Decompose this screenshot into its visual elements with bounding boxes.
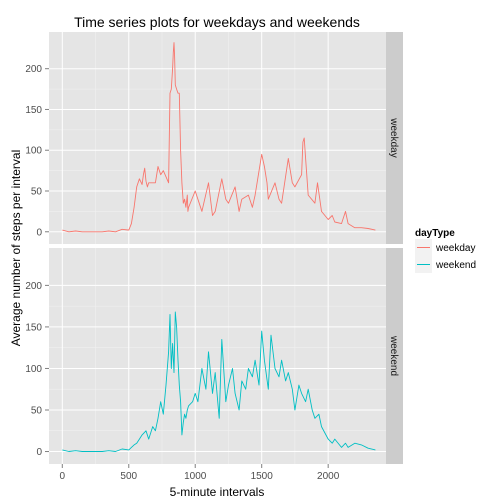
y-tick-label: 150 <box>25 322 42 333</box>
chart-title: Time series plots for weekdays and weeke… <box>74 14 360 30</box>
strip-weekend-label: weekend <box>388 335 399 376</box>
x-axis-title: 5-minute intervals <box>170 485 265 499</box>
x-tick-label: 2000 <box>317 471 340 482</box>
panel-weekend: weekend <box>49 248 403 464</box>
y-tick-label: 100 <box>25 146 42 157</box>
y-tick-label: 0 <box>36 227 42 238</box>
series-line-weekday <box>62 42 376 233</box>
series-line-weekend <box>62 311 376 452</box>
y-tick-label: 50 <box>31 406 43 417</box>
panel-weekend-series <box>62 311 376 452</box>
panel-weekend-grid <box>49 248 386 464</box>
panel-weekday-series <box>62 42 376 233</box>
y-axis-title: Average number of steps per interval <box>9 150 23 347</box>
panel-weekend-background <box>49 248 386 464</box>
x-axis-ticks: 0 500 1000 1500 2000 <box>60 464 340 482</box>
y-tick-label: 200 <box>25 281 42 292</box>
y-tick-label: 0 <box>36 447 42 458</box>
y-tick-label: 150 <box>25 105 42 116</box>
strip-weekday-label: weekday <box>388 117 399 157</box>
x-tick-label: 1000 <box>184 471 207 482</box>
y-tick-label: 100 <box>25 364 42 375</box>
x-tick-label: 500 <box>120 471 137 482</box>
y-axis-ticks: 0 50 100 150 200 0 50 100 150 200 <box>25 64 49 458</box>
panel-weekday: weekday <box>49 32 403 244</box>
x-tick-label: 1500 <box>251 471 274 482</box>
y-tick-label: 50 <box>31 187 43 198</box>
strip-weekday <box>386 32 403 244</box>
panel-weekday-grid <box>49 32 386 244</box>
legend-title: dayType <box>415 228 455 239</box>
x-tick-label: 0 <box>60 471 66 482</box>
legend-label-weekend: weekend <box>435 260 476 271</box>
strip-weekend <box>386 248 403 464</box>
legend: dayType weekday weekend <box>415 228 476 273</box>
panel-weekday-background <box>49 32 386 244</box>
y-tick-label: 200 <box>25 64 42 75</box>
legend-label-weekday: weekday <box>435 243 475 254</box>
